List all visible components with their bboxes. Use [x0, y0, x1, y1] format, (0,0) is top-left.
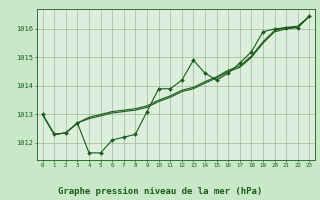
- Text: Graphe pression niveau de la mer (hPa): Graphe pression niveau de la mer (hPa): [58, 187, 262, 196]
